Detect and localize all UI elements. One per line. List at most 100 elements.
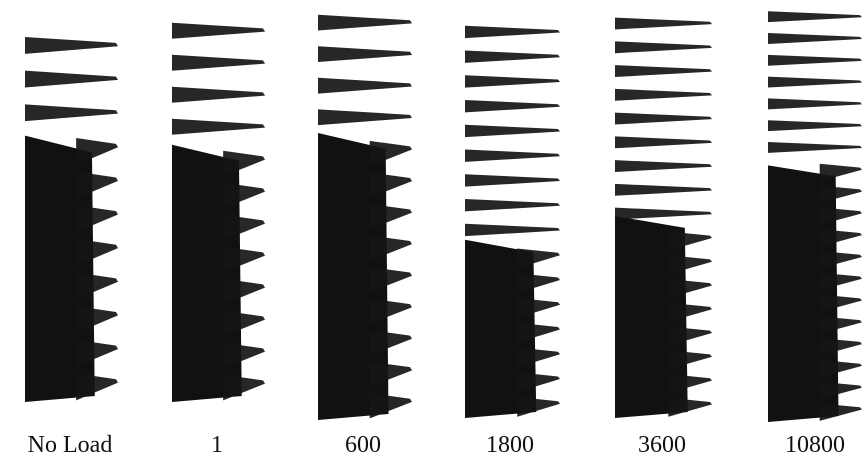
tooth (76, 373, 118, 401)
tooth (465, 25, 560, 39)
tooth (223, 214, 265, 241)
photo-panel (25, 37, 118, 402)
tooth (318, 46, 412, 63)
photo-panel (768, 11, 862, 422)
tooth (668, 350, 712, 370)
photo-panel (615, 17, 712, 418)
tooth (465, 75, 560, 88)
tooth (615, 88, 712, 101)
photo-panel (172, 22, 265, 402)
tooth (615, 160, 712, 173)
tooth (668, 255, 712, 275)
tooth (369, 393, 412, 419)
panel-label: No Load (28, 432, 113, 458)
tooth (465, 99, 560, 113)
tooth (76, 272, 118, 300)
tooth (615, 65, 712, 77)
tooth (819, 229, 862, 247)
tooth (25, 104, 118, 122)
tooth (223, 278, 265, 305)
tooth (668, 231, 712, 251)
tooth (615, 207, 712, 220)
tooth (465, 198, 560, 212)
tooth (768, 98, 862, 110)
tooth (369, 140, 412, 167)
tooth (668, 278, 712, 298)
panel-label: 1800 (486, 432, 534, 458)
tooth (615, 136, 712, 149)
tooth (615, 112, 712, 125)
tooth (819, 403, 862, 421)
tooth (25, 70, 118, 88)
panel-label: 600 (345, 432, 381, 458)
tooth (819, 338, 862, 356)
tooth (768, 33, 862, 44)
tooth (369, 267, 412, 293)
tooth (76, 171, 118, 199)
photo-panel (465, 25, 560, 418)
tooth (223, 310, 265, 337)
tooth (318, 14, 412, 31)
tooth (369, 235, 412, 261)
tooth (819, 381, 862, 400)
tooth (819, 185, 862, 204)
tooth (465, 223, 560, 237)
tooth (465, 174, 560, 187)
tooth (172, 86, 265, 103)
tooth (615, 183, 712, 196)
tooth (465, 149, 560, 162)
tooth (768, 54, 862, 66)
tooth (768, 76, 862, 88)
tooth (76, 306, 118, 334)
tooth (819, 316, 862, 334)
tooth (465, 124, 560, 138)
tooth (172, 54, 265, 71)
tooth (369, 330, 412, 356)
tooth (615, 17, 712, 30)
photo-panel (318, 14, 412, 420)
tooth (768, 11, 862, 23)
tooth (223, 246, 265, 273)
tooth (819, 272, 862, 291)
tooth (819, 163, 862, 182)
panel-label: 1 (211, 432, 223, 458)
tooth (615, 41, 712, 54)
tooth (517, 396, 560, 417)
tooth (819, 359, 862, 378)
tooth (668, 374, 712, 394)
tooth (517, 273, 560, 294)
tooth (768, 120, 862, 132)
tooth (517, 322, 560, 343)
tooth (318, 109, 412, 126)
tooth (76, 339, 118, 367)
panel-label: 3600 (638, 432, 686, 458)
tooth (668, 302, 712, 322)
tooth (517, 297, 560, 318)
tooth (369, 172, 412, 198)
tooth (369, 298, 412, 324)
tooth (517, 248, 560, 269)
tooth (768, 142, 862, 153)
tooth (819, 207, 862, 225)
tooth (223, 342, 265, 369)
tooth (819, 294, 862, 312)
dark-region (172, 144, 242, 402)
tooth (76, 205, 118, 233)
tooth (223, 150, 265, 177)
dark-region (25, 135, 95, 402)
tooth (223, 182, 265, 209)
tooth (369, 361, 412, 387)
tooth (76, 137, 118, 165)
tooth (517, 347, 560, 368)
tooth (25, 37, 118, 54)
tooth (668, 326, 712, 346)
tooth (668, 397, 712, 417)
tooth (318, 77, 412, 94)
tooth (819, 250, 862, 269)
tooth (223, 374, 265, 401)
tooth (172, 118, 265, 135)
tooth (465, 50, 560, 63)
tooth (172, 22, 265, 39)
